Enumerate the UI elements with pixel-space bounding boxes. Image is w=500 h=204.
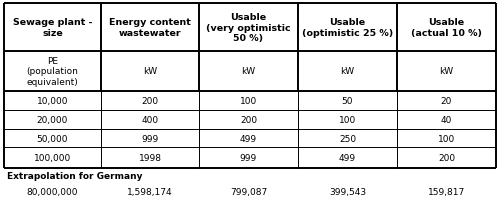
- Text: 50: 50: [342, 96, 353, 105]
- Text: 799,087: 799,087: [230, 187, 267, 196]
- Text: Sewage plant -
size: Sewage plant - size: [13, 18, 92, 38]
- Text: 250: 250: [339, 134, 356, 143]
- Text: 1998: 1998: [138, 154, 162, 163]
- Text: 999: 999: [142, 134, 158, 143]
- Text: kW: kW: [143, 67, 157, 76]
- Text: PE
(population
equivalent): PE (population equivalent): [26, 57, 78, 86]
- Text: 20,000: 20,000: [37, 115, 68, 124]
- Text: 1,598,174: 1,598,174: [127, 187, 173, 196]
- Text: 10,000: 10,000: [37, 96, 68, 105]
- Text: kW: kW: [440, 67, 454, 76]
- Text: Energy content
wastewater: Energy content wastewater: [109, 18, 191, 38]
- Text: 40: 40: [441, 115, 452, 124]
- Text: Usable
(actual 10 %): Usable (actual 10 %): [411, 18, 482, 38]
- Text: 100: 100: [339, 115, 356, 124]
- Text: Usable
(optimistic 25 %): Usable (optimistic 25 %): [302, 18, 393, 38]
- Text: 100: 100: [438, 134, 455, 143]
- Text: 499: 499: [240, 134, 257, 143]
- Text: 399,543: 399,543: [329, 187, 366, 196]
- Text: 20: 20: [441, 96, 452, 105]
- Text: 200: 200: [240, 115, 257, 124]
- Text: 999: 999: [240, 154, 257, 163]
- Text: kW: kW: [242, 67, 256, 76]
- Text: 159,817: 159,817: [428, 187, 465, 196]
- Text: kW: kW: [340, 67, 354, 76]
- Text: 100,000: 100,000: [34, 154, 71, 163]
- Text: 50,000: 50,000: [37, 134, 68, 143]
- Text: 100: 100: [240, 96, 257, 105]
- Text: 499: 499: [339, 154, 356, 163]
- Text: 80,000,000: 80,000,000: [27, 187, 78, 196]
- Text: 400: 400: [142, 115, 158, 124]
- Text: 200: 200: [142, 96, 158, 105]
- Text: 200: 200: [438, 154, 455, 163]
- Text: Usable
(very optimistic
50 %): Usable (very optimistic 50 %): [206, 13, 291, 43]
- Text: Extrapolation for Germany: Extrapolation for Germany: [7, 171, 142, 180]
